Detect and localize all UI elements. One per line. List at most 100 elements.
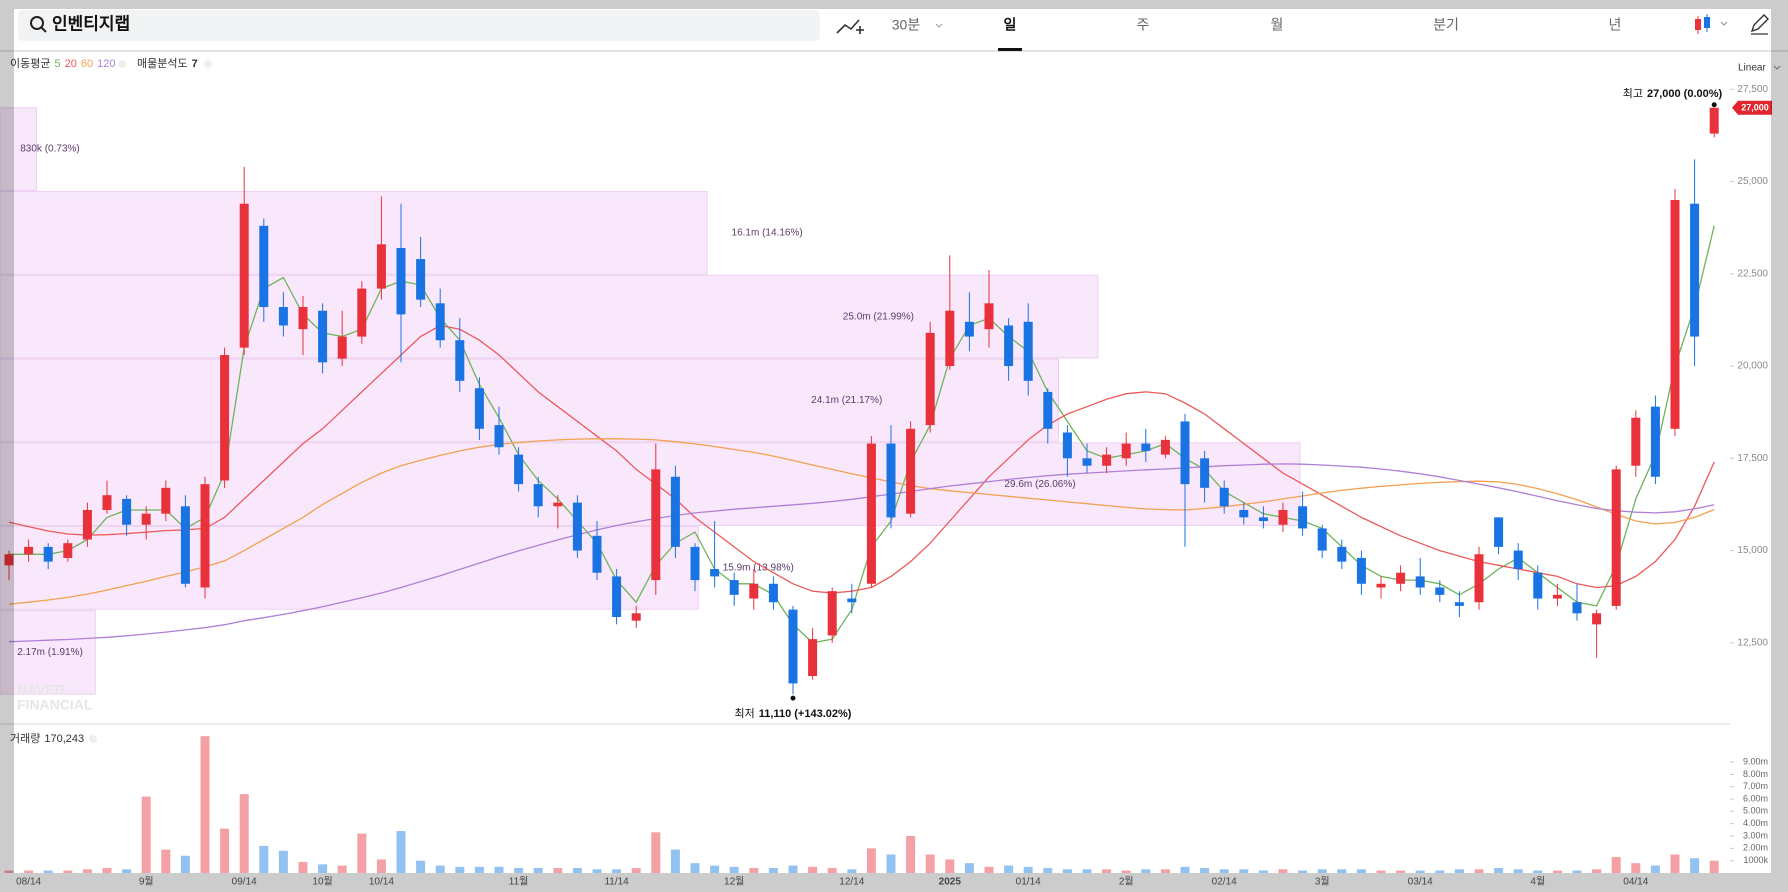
volume-bar xyxy=(631,868,641,873)
volume-bar xyxy=(1454,869,1464,873)
volume-bar xyxy=(1141,869,1151,873)
chart-type-icon[interactable] xyxy=(1695,14,1728,34)
x-tick-label: 08/14 xyxy=(16,877,41,888)
candle-body xyxy=(906,428,916,514)
volume-bar xyxy=(82,869,92,873)
volume-tick-label: 9.00m xyxy=(1743,756,1768,766)
x-tick-label: 01/14 xyxy=(1016,877,1041,888)
ma-legend-item[interactable]: 20 xyxy=(65,58,77,70)
candle-body xyxy=(612,576,622,617)
ma-legend-item[interactable]: 120 xyxy=(97,58,115,70)
candle-body xyxy=(455,340,465,381)
interval-tab[interactable]: 월 xyxy=(1271,17,1284,33)
profile-bar xyxy=(0,526,699,610)
candle-body xyxy=(945,310,955,367)
candle-body xyxy=(1200,458,1210,488)
volume-bar xyxy=(1160,869,1170,873)
candle-body xyxy=(1023,321,1033,381)
volume-bar xyxy=(455,866,465,873)
volume-bar xyxy=(357,833,367,873)
moving-averages xyxy=(8,225,1715,644)
volume-bar xyxy=(533,868,543,873)
candle-body xyxy=(1102,454,1112,466)
volume-bar xyxy=(945,859,955,873)
candle-body xyxy=(122,498,132,525)
profile-legend: 매물분석도 7 xyxy=(137,57,198,70)
candle-body xyxy=(886,443,896,518)
volume-bar xyxy=(1572,870,1582,873)
candle-body xyxy=(1180,421,1190,485)
candle-body xyxy=(729,580,739,595)
x-tick-label: 10월 xyxy=(312,876,332,888)
candle-body xyxy=(964,321,974,337)
candle-body xyxy=(396,247,406,315)
scale-mode[interactable]: Linear xyxy=(1738,63,1766,74)
ma-legend-item[interactable]: 60 xyxy=(81,58,93,70)
volume-bar xyxy=(925,854,935,873)
volume-tick-label: 5.00m xyxy=(1743,806,1768,816)
candle-body xyxy=(239,203,249,348)
volume-bar xyxy=(200,736,210,873)
interval-tab[interactable]: 일 xyxy=(1004,17,1017,33)
interval-tab[interactable]: 년 xyxy=(1609,17,1622,33)
y-tick-label: 20,000 xyxy=(1737,361,1768,372)
profile-bar xyxy=(0,107,37,191)
stock-name[interactable]: 인벤티지랩 xyxy=(52,14,130,33)
volume-bar xyxy=(1552,870,1562,873)
candle-body xyxy=(788,609,798,684)
candle-body xyxy=(1709,107,1719,134)
volume-bar xyxy=(141,796,151,873)
volume-bar xyxy=(337,865,347,873)
volume-bar xyxy=(1356,869,1366,873)
search-box[interactable] xyxy=(18,10,820,41)
candle-body xyxy=(1376,583,1386,588)
legend-close[interactable] xyxy=(204,60,212,68)
interval-tab[interactable]: 분기 xyxy=(1433,17,1459,33)
candle-body xyxy=(827,591,837,636)
high-annotation: 최고 27,000 (0.00%) xyxy=(1623,87,1723,100)
volume-bar xyxy=(239,794,249,873)
price-tag-label: 27,000 xyxy=(1741,103,1769,113)
indicator-icon[interactable] xyxy=(836,19,864,34)
volume-bar xyxy=(514,868,524,873)
legend-close[interactable] xyxy=(118,60,126,68)
candle-body xyxy=(337,336,347,359)
y-tick-label: 17,500 xyxy=(1737,453,1768,464)
candle-body xyxy=(278,307,288,326)
profile-label: 25.0m (21.99%) xyxy=(843,311,914,322)
volume-bar xyxy=(1631,863,1641,873)
volume-bar xyxy=(1709,860,1719,873)
volume-bar xyxy=(494,866,504,873)
toolbar: 인벤티지랩 30분 일 주 월 분기 년 xyxy=(0,10,1788,52)
volume-tick-label: 1000k xyxy=(1743,855,1768,865)
volume-bar xyxy=(710,865,720,873)
candle-body xyxy=(690,546,700,581)
candle-body xyxy=(984,303,994,330)
candle-body xyxy=(259,225,269,308)
y-tick-label: 12,500 xyxy=(1737,637,1768,648)
profile-label: 830k (0.73%) xyxy=(20,144,79,155)
candle-body xyxy=(1454,602,1464,606)
scale-chevron[interactable] xyxy=(1773,65,1781,70)
volume-bar xyxy=(808,866,818,873)
candle-body xyxy=(1474,554,1484,603)
volume-tick-label: 3.00m xyxy=(1743,830,1768,840)
draw-icon[interactable] xyxy=(1750,14,1769,35)
volume-bar xyxy=(651,832,661,873)
candle-body xyxy=(1611,469,1621,606)
volume-bar xyxy=(416,860,426,873)
profile-legend-count: 7 xyxy=(192,58,198,70)
ma-legend-item[interactable]: 5 xyxy=(54,58,60,70)
interval-chevron xyxy=(935,23,943,28)
profile-bar xyxy=(0,274,1099,359)
volume-legend: 거래량 170,243 xyxy=(10,732,84,745)
x-tick-label: 10/14 xyxy=(369,877,394,888)
interval-tab[interactable]: 30분 xyxy=(892,17,921,33)
ma-line xyxy=(8,438,1715,605)
volume-bar xyxy=(1180,866,1190,873)
interval-tab[interactable]: 주 xyxy=(1137,17,1150,33)
y-tick-label: 22,500 xyxy=(1737,268,1768,279)
legend-close[interactable] xyxy=(89,735,97,743)
candle-body xyxy=(357,288,367,337)
